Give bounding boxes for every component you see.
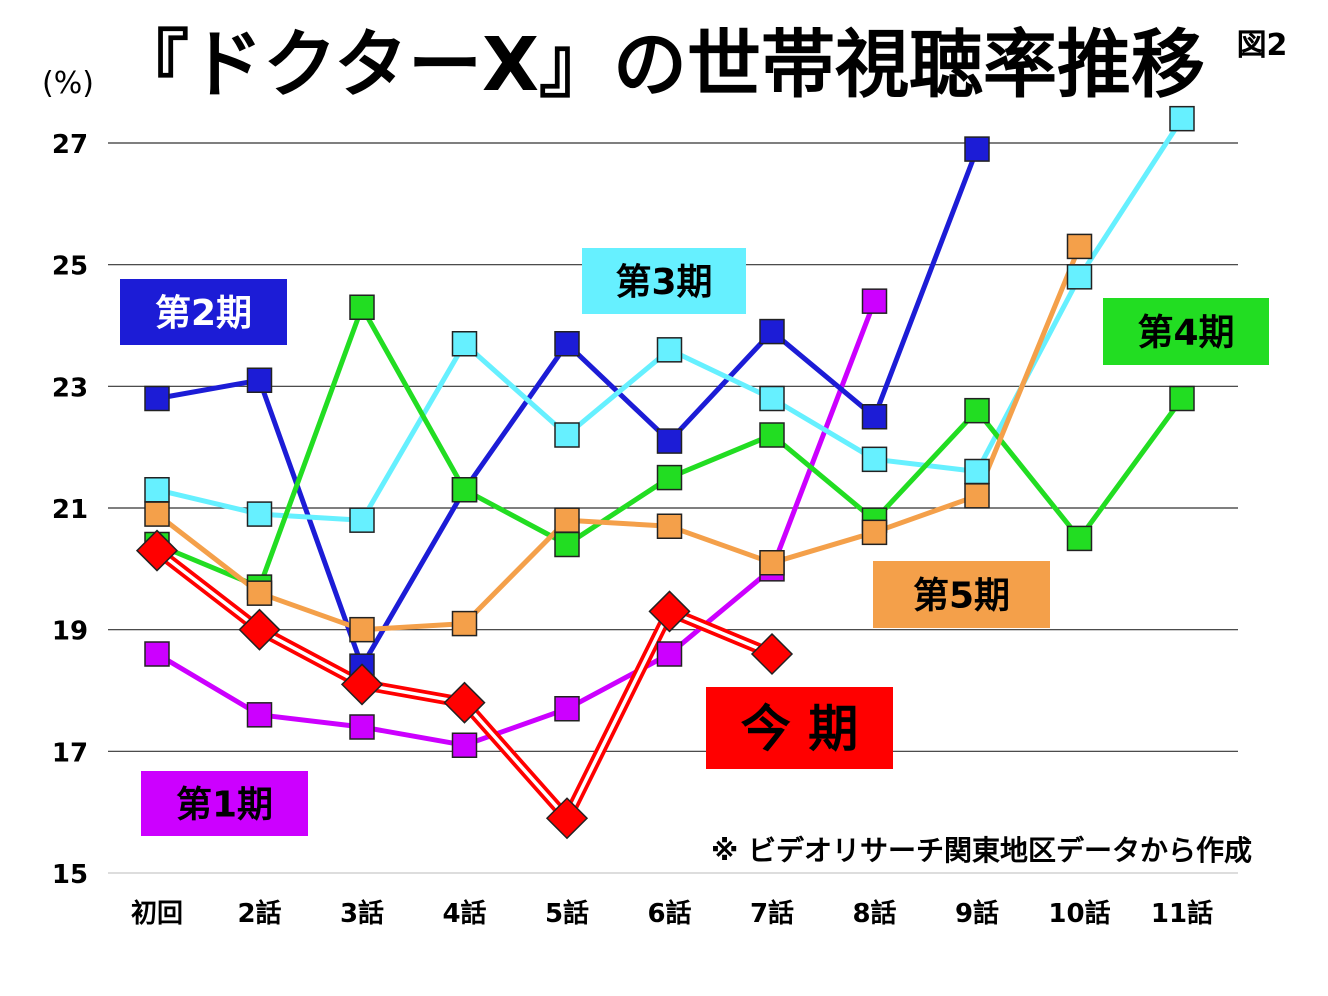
data-point xyxy=(144,385,170,412)
data-point xyxy=(964,136,990,162)
data-point xyxy=(1066,233,1093,260)
series-line xyxy=(155,300,877,748)
x-tick-label: 初回 xyxy=(131,899,183,929)
data-point xyxy=(554,331,580,357)
series-label-text: 今 期 xyxy=(741,700,858,758)
series-label-text: 第5期 xyxy=(913,575,1010,616)
x-tick-label: 2話 xyxy=(237,898,281,929)
x-tick-label: 3話 xyxy=(340,898,384,929)
data-point xyxy=(554,696,580,722)
data-point xyxy=(554,422,580,448)
data-point xyxy=(545,797,589,840)
x-axis-ticks: 初回 2話 3話 4話 5話 6話 7話 8話 9話 10話 11話 xyxy=(131,898,1213,929)
data-point xyxy=(554,531,580,558)
series-label-box xyxy=(873,561,1050,628)
data-point xyxy=(861,404,888,430)
y-tick-label: 21 xyxy=(52,495,88,525)
series-label-box xyxy=(582,248,746,314)
x-tick-label: 4話 xyxy=(442,898,486,929)
data-point xyxy=(144,641,170,667)
data-point xyxy=(246,702,273,728)
figure-label: 図2 xyxy=(1237,28,1288,63)
y-tick-label: 25 xyxy=(52,252,88,282)
x-tick-label: 7話 xyxy=(750,898,794,929)
data-point xyxy=(451,732,478,758)
x-tick-label: 5話 xyxy=(545,898,589,929)
x-tick-label: 9話 xyxy=(955,898,999,929)
series-line xyxy=(156,148,980,669)
series-label-text: 第2期 xyxy=(155,293,252,334)
series-markers xyxy=(135,105,1195,840)
data-point xyxy=(349,714,375,740)
y-tick-label: 27 xyxy=(52,130,88,160)
series-label-box xyxy=(706,687,893,769)
series-line xyxy=(156,117,1185,523)
data-point xyxy=(246,367,273,393)
data-point xyxy=(1169,385,1195,412)
data-point xyxy=(340,663,384,706)
y-tick-label: 17 xyxy=(52,738,88,768)
data-point xyxy=(451,331,478,357)
series-line xyxy=(155,245,1082,633)
y-tick-label: 19 xyxy=(52,617,88,647)
data-point xyxy=(1066,264,1093,290)
x-tick-label: 8話 xyxy=(852,898,896,929)
chart-title: 『ドクターX』の世帯視聴率推移 xyxy=(115,22,1205,108)
data-point xyxy=(144,501,170,527)
data-point xyxy=(238,608,281,651)
data-point xyxy=(1169,105,1195,132)
data-point xyxy=(1066,525,1093,552)
data-point xyxy=(451,477,478,503)
data-point xyxy=(656,513,683,539)
series-label-box xyxy=(1103,298,1269,365)
data-point xyxy=(861,519,888,546)
data-point xyxy=(443,681,486,724)
data-point xyxy=(656,337,683,363)
x-tick-label: 11話 xyxy=(1151,898,1213,929)
data-point xyxy=(964,483,990,509)
data-point xyxy=(648,590,691,633)
y-tick-label: 23 xyxy=(52,373,88,403)
data-point xyxy=(349,294,375,320)
data-point xyxy=(759,385,785,412)
y-tick-label: 15 xyxy=(52,860,88,890)
x-tick-label: 6話 xyxy=(647,898,691,929)
data-point xyxy=(349,616,375,643)
data-point xyxy=(656,641,683,667)
data-point xyxy=(964,397,990,424)
data-point xyxy=(144,477,170,503)
data-point xyxy=(451,610,478,637)
data-point xyxy=(964,458,990,485)
data-point xyxy=(349,507,375,533)
data-point xyxy=(656,464,683,491)
y-unit-label: (%) xyxy=(42,66,94,101)
series-label-box xyxy=(141,771,308,836)
series-label-text: 第1期 xyxy=(176,784,273,825)
data-point xyxy=(759,550,785,576)
x-tick-label: 10話 xyxy=(1048,898,1110,929)
data-point xyxy=(554,507,580,533)
data-point xyxy=(135,529,179,572)
source-note: ※ ビデオリサーチ関東地区データから作成 xyxy=(711,834,1252,867)
data-point xyxy=(656,428,683,454)
data-point xyxy=(750,632,794,676)
data-point xyxy=(861,446,888,473)
series-label-text: 第3期 xyxy=(615,262,712,303)
series-label-text: 第4期 xyxy=(1137,312,1234,353)
data-point xyxy=(246,501,273,527)
data-point xyxy=(246,580,273,606)
y-axis-ticks: 15 17 19 21 23 25 27 xyxy=(52,130,88,890)
series-label-box xyxy=(120,279,287,345)
data-point xyxy=(759,422,785,448)
data-point xyxy=(759,318,785,345)
data-point xyxy=(861,288,888,314)
